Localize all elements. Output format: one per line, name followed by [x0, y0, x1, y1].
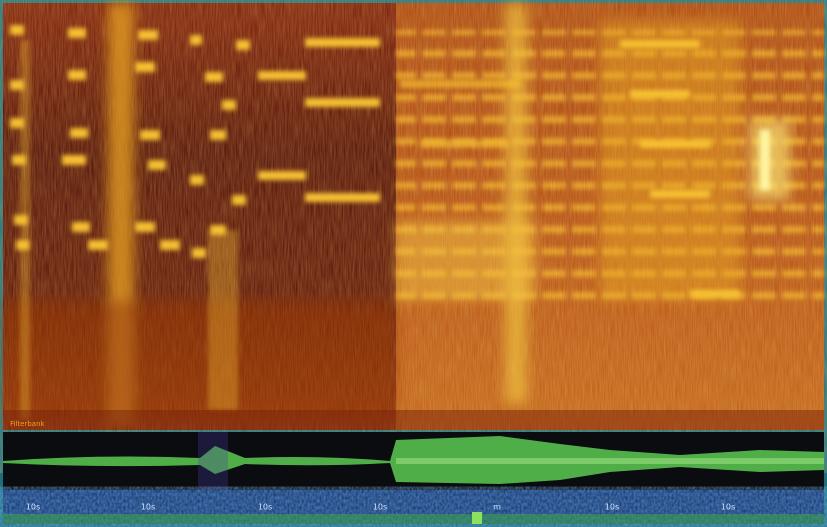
spectrogram-view: Filterbank 10s 10s 10s 10s m 10s 10s — [0, 0, 827, 527]
timeline: 10s 10s 10s 10s m 10s 10s — [3, 490, 824, 524]
time-label: 10s — [26, 503, 40, 512]
time-label: 10s — [373, 503, 387, 512]
time-label: 10s — [721, 503, 735, 512]
time-label: 10s — [258, 503, 272, 512]
spectrogram: Filterbank — [3, 3, 824, 430]
panel-label: Filterbank — [10, 420, 46, 428]
time-label: 10s — [605, 503, 619, 512]
time-label: 10s — [141, 503, 155, 512]
page: Filterbank 10s10s10s10sm10s10s (() => { … — [0, 0, 827, 527]
waveform — [3, 432, 824, 490]
time-label: m — [493, 503, 501, 512]
